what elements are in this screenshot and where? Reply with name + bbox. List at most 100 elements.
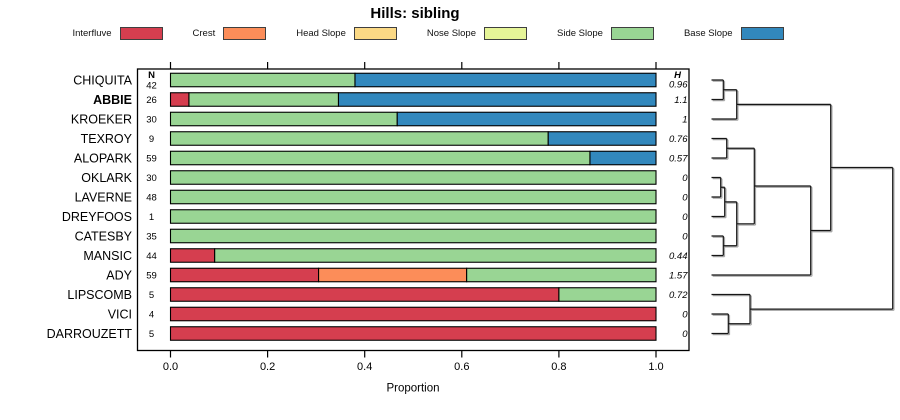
x-tick-label: 0.8 [551, 361, 566, 373]
h-value: 0.76 [669, 134, 688, 145]
chart-title: Hills: sibling [370, 5, 460, 22]
n-value: 30 [146, 115, 157, 126]
legend-swatch-nose-slope [484, 27, 527, 40]
legend-label: Crest [192, 28, 216, 39]
legend-item-base-slope: Base Slope [684, 27, 784, 40]
legend-label: Side Slope [557, 28, 603, 39]
n-value: 26 [146, 95, 157, 106]
row-label: ADY [106, 269, 132, 283]
x-tick-label: 0.0 [163, 361, 178, 373]
x-tick-label: 1.0 [648, 361, 663, 373]
h-value: 0 [682, 232, 688, 243]
n-value: 9 [149, 134, 154, 145]
bar-segment [558, 287, 657, 302]
n-value: 59 [146, 271, 157, 282]
bars-area: CHIQUITA 42 0.96 ABBIE 26 1.1 KROEKER 30 1 TEXROY… [47, 72, 688, 341]
legend-swatch-side-slope [610, 27, 654, 40]
legend-label: Head Slope [296, 28, 346, 39]
bar-segment [169, 131, 549, 146]
h-value: 0 [682, 310, 688, 321]
bar-segment [169, 287, 560, 302]
row-label: LAVERNE [75, 191, 132, 205]
x-tick-label: 0.2 [260, 361, 275, 373]
legend-item-crest: Crest [193, 27, 267, 40]
row-label: MANSIC [83, 249, 132, 263]
bar-segment [589, 150, 657, 166]
bar-segment [169, 209, 657, 224]
h-value: 0.57 [669, 154, 688, 165]
bar-segment [169, 267, 320, 283]
x-axis-title: Proportion [386, 383, 439, 395]
row-label: KROEKER [71, 113, 132, 127]
legend-item-interfluve: Interfluve [72, 27, 163, 40]
n-value: 59 [146, 154, 157, 165]
x-tick-label: 0.6 [454, 361, 469, 373]
x-tick-label: 0.4 [357, 361, 372, 373]
dendrogram [711, 79, 895, 336]
bar-segment [547, 131, 657, 146]
bar-segment [169, 248, 216, 263]
bar-segment [396, 111, 657, 127]
bar-segment [354, 72, 657, 88]
h-value: 0.72 [669, 290, 688, 301]
h-value: 1 [682, 115, 687, 126]
h-value: 1.1 [674, 95, 687, 106]
bar-segment [466, 267, 657, 283]
legend-swatch-crest [223, 27, 267, 40]
dendrogram-shadow [712, 80, 895, 336]
bar-segment [318, 267, 468, 283]
bar-segment [169, 228, 657, 244]
legend-swatch-base-slope [740, 27, 784, 40]
n-value: 5 [149, 329, 154, 340]
h-value: 0.44 [669, 251, 688, 262]
h-value: 0 [682, 212, 688, 223]
row-label: CHIQUITA [73, 74, 132, 88]
legend-label: Base Slope [683, 28, 733, 39]
n-value: 44 [146, 251, 157, 262]
h-value: 0.96 [669, 80, 688, 91]
row-label: VICI [108, 308, 132, 322]
legend-item-nose-slope: Nose Slope [427, 27, 527, 40]
row-label: ABBIE [93, 93, 132, 107]
bar-segment [169, 326, 657, 341]
bar-segment [169, 306, 657, 322]
row-label: LIPSCOMB [67, 288, 132, 302]
legend-item-side-slope: Side Slope [557, 27, 654, 40]
legend-swatch-interfluve [119, 27, 163, 40]
n-value: 5 [149, 290, 154, 301]
bar-segment [337, 92, 657, 107]
row-label: CATESBY [75, 230, 133, 244]
bar-segment [169, 111, 398, 127]
legend-item-head-slope: Head Slope [296, 27, 397, 40]
bar-segment [214, 248, 657, 263]
h-value: 0 [682, 329, 688, 340]
dendrogram-lines [711, 79, 894, 335]
legend-label: Nose Slope [426, 28, 476, 39]
h-value: 0 [682, 193, 688, 204]
legend-label: Interfluve [72, 28, 112, 39]
row-label: DARROUZETT [47, 327, 133, 341]
row-label: DREYFOOS [62, 210, 132, 224]
h-value: 1.57 [669, 271, 688, 282]
row-label: ALOPARK [74, 152, 133, 166]
n-value: 35 [146, 232, 157, 243]
n-value: 1 [149, 212, 154, 223]
bar-segment [169, 92, 190, 107]
bar-segment [169, 170, 657, 185]
plot-box [136, 68, 690, 352]
n-value: 42 [146, 81, 157, 92]
bar-segment [188, 92, 340, 107]
legend: Interfluve Crest Head Slope Nose Slope S… [0, 27, 856, 40]
h-column-header: H [674, 70, 682, 81]
bar-segment [169, 150, 591, 166]
bar-segment [169, 72, 356, 88]
bar-segment [169, 189, 657, 205]
n-value: 30 [146, 173, 157, 184]
x-axis: 0.0 0.2 0.4 0.6 0.8 1.0 [163, 62, 664, 373]
row-label: OKLARK [81, 171, 132, 185]
h-value: 0 [682, 173, 688, 184]
row-label: TEXROY [81, 132, 133, 146]
n-value: 4 [149, 310, 154, 321]
